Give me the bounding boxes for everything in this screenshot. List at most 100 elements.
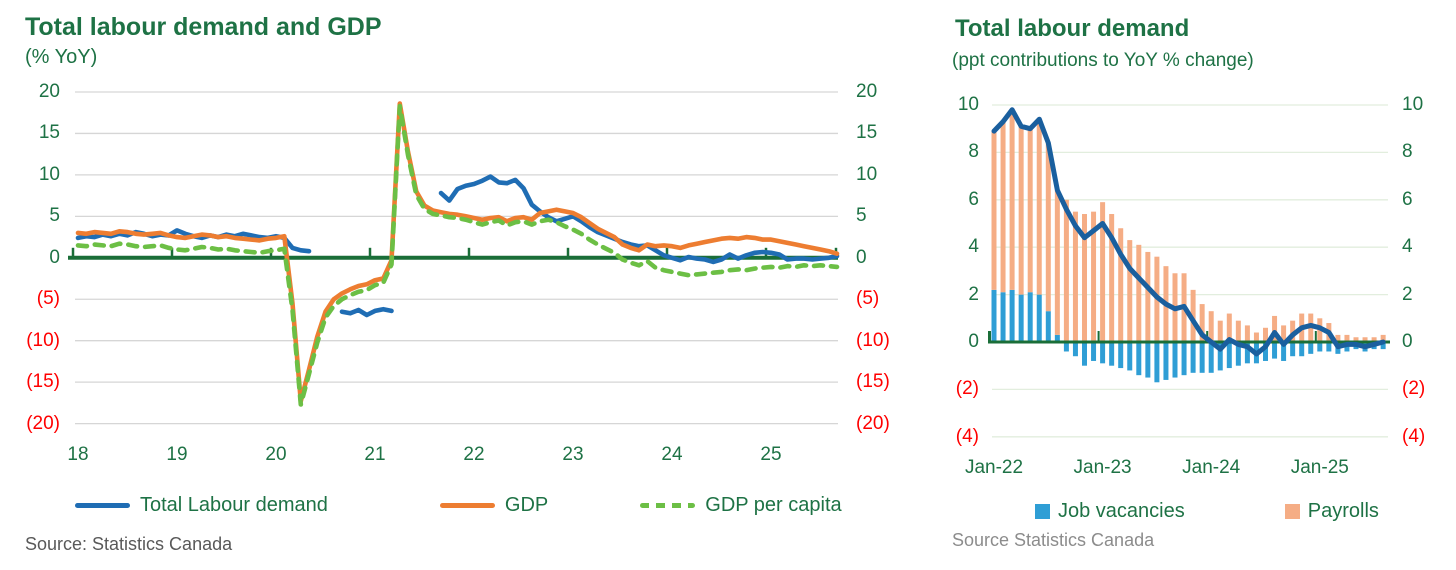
job-vacancies-bar xyxy=(1226,342,1232,369)
legend-item-total-labour-demand: Total Labour demand xyxy=(75,494,328,517)
y-axis-tick-label: 10 xyxy=(856,163,878,185)
payrolls-bar xyxy=(1281,325,1287,342)
job-vacancies-bar xyxy=(1000,292,1006,342)
y-axis-tick-label: (5) xyxy=(36,288,60,310)
right-chart-title: Total labour demand xyxy=(955,15,1190,42)
right-chart-subtitle: (ppt contributions to YoY % change) xyxy=(952,50,1254,71)
y-axis-tick-label: 4 xyxy=(1402,236,1413,258)
payrolls-bar xyxy=(1063,199,1069,342)
payrolls-bar xyxy=(1217,320,1223,342)
job-vacancies-bar xyxy=(1308,342,1314,354)
job-vacancies-bar xyxy=(1290,342,1296,357)
y-axis-tick-label: 8 xyxy=(1402,141,1413,163)
left-chart-legend: Total Labour demand GDP GDP per capita xyxy=(75,494,885,517)
y-axis-tick-label: 6 xyxy=(1402,188,1413,210)
payrolls-bar xyxy=(1263,327,1268,342)
job-vacancies-bar xyxy=(1082,342,1087,366)
left-chart-title: Total labour demand and GDP xyxy=(25,13,382,41)
x-axis-tick-label: 18 xyxy=(67,444,89,465)
labour-demand-line-swatch xyxy=(75,503,130,508)
payrolls-bar xyxy=(1380,334,1386,342)
y-axis-tick-label: 20 xyxy=(38,81,60,102)
y-axis-tick-label: 15 xyxy=(38,122,60,144)
gdp-per-capita-line xyxy=(75,103,840,407)
legend-item-payrolls: Payrolls xyxy=(1284,500,1379,523)
job-vacancies-bar xyxy=(1181,342,1187,376)
payrolls-bar xyxy=(1045,142,1051,312)
payrolls-bar xyxy=(1082,214,1087,342)
payrolls-bar xyxy=(1344,334,1350,342)
job-vacancies-bar xyxy=(1018,294,1024,342)
payrolls-bar xyxy=(1118,228,1124,342)
y-axis-tick-label: 5 xyxy=(49,205,60,227)
payrolls-bar xyxy=(1253,332,1259,342)
job-vacancies-bar xyxy=(991,289,997,342)
job-vacancies-bar xyxy=(1072,342,1078,357)
job-vacancies-bar xyxy=(1054,334,1060,342)
total-labour-demand-line xyxy=(991,107,1386,357)
legend-label: Job vacancies xyxy=(1058,500,1185,522)
y-axis-tick-label: (2) xyxy=(1402,378,1426,400)
payrolls-bar xyxy=(1190,289,1196,342)
x-axis-tick-label: 21 xyxy=(364,444,386,465)
job-vacancies-bar xyxy=(1127,342,1133,371)
job-vacancies-bar xyxy=(1036,294,1042,342)
payrolls-bar xyxy=(991,131,997,290)
job-vacancies-bar xyxy=(1100,342,1106,364)
payrolls-bar xyxy=(1109,214,1115,342)
payrolls-bar xyxy=(1335,334,1341,342)
payrolls-bar xyxy=(1054,190,1060,335)
payrolls-bar xyxy=(1272,315,1278,342)
job-vacancies-bar xyxy=(1136,342,1142,376)
y-axis-tick-label: (15) xyxy=(856,371,890,393)
right-chart-legend: Job vacancies Payrolls xyxy=(1035,500,1379,523)
y-axis-tick-label: 4 xyxy=(968,236,979,258)
payrolls-bar xyxy=(1362,337,1368,342)
payrolls-bar xyxy=(1208,311,1214,342)
y-axis-tick-label: (5) xyxy=(856,288,880,310)
job-vacancies-bar xyxy=(1190,342,1196,373)
left-chart-subtitle: (% YoY) xyxy=(25,46,98,68)
y-axis-tick-label: 15 xyxy=(856,122,878,144)
payrolls-bar xyxy=(1371,337,1377,342)
y-axis-tick-label: (15) xyxy=(26,371,60,393)
job-vacancies-bar xyxy=(1208,342,1214,373)
job-vacancies-bar xyxy=(1317,342,1323,352)
payrolls-bar xyxy=(1136,244,1142,342)
payrolls-bar xyxy=(1100,202,1106,342)
legend-label: Total Labour demand xyxy=(140,494,328,516)
y-axis-tick-label: (20) xyxy=(26,412,60,434)
x-axis-tick-label: 20 xyxy=(265,444,287,465)
job-vacancies-bar xyxy=(1091,342,1097,361)
job-vacancies-swatch xyxy=(1035,504,1050,519)
payrolls-bar xyxy=(1353,337,1359,342)
y-axis-tick-label: (4) xyxy=(955,425,979,447)
job-vacancies-bar xyxy=(1272,342,1278,359)
x-axis-tick-label: Jan-22 xyxy=(964,457,1024,478)
y-axis-tick-label: 5 xyxy=(856,205,867,227)
total-labour-demand-line xyxy=(75,174,840,318)
y-axis-tick-label: (10) xyxy=(26,329,60,351)
left-chart-panel: Total labour demand and GDP (% YoY) 20 20… xyxy=(25,13,890,554)
payrolls-bar xyxy=(1145,251,1151,342)
payrolls-bar xyxy=(1036,119,1042,295)
bar-chart-plot-area xyxy=(988,104,1390,438)
x-axis-tick-label: 23 xyxy=(562,444,584,465)
job-vacancies-bar xyxy=(1263,342,1268,361)
payrolls-bar xyxy=(1226,313,1232,342)
job-vacancies-bar xyxy=(1063,342,1069,352)
y-axis-tick-label: (20) xyxy=(856,412,890,434)
legend-item-gdp-per-capita: GDP per capita xyxy=(640,494,842,517)
job-vacancies-bar xyxy=(1118,342,1124,369)
job-vacancies-bar xyxy=(1045,311,1051,342)
y-axis-tick-label: 0 xyxy=(1402,331,1413,352)
y-axis-tick-label: 8 xyxy=(968,141,979,163)
x-axis-tick-label: 22 xyxy=(463,444,485,465)
payrolls-bar xyxy=(1091,211,1097,342)
job-vacancies-bar xyxy=(1299,342,1305,357)
job-vacancies-bar xyxy=(1199,342,1205,373)
job-vacancies-bar xyxy=(1281,342,1287,361)
job-vacancies-bar xyxy=(1172,342,1178,378)
payrolls-bar xyxy=(1290,320,1296,342)
x-axis-tick-label: 24 xyxy=(661,444,683,465)
